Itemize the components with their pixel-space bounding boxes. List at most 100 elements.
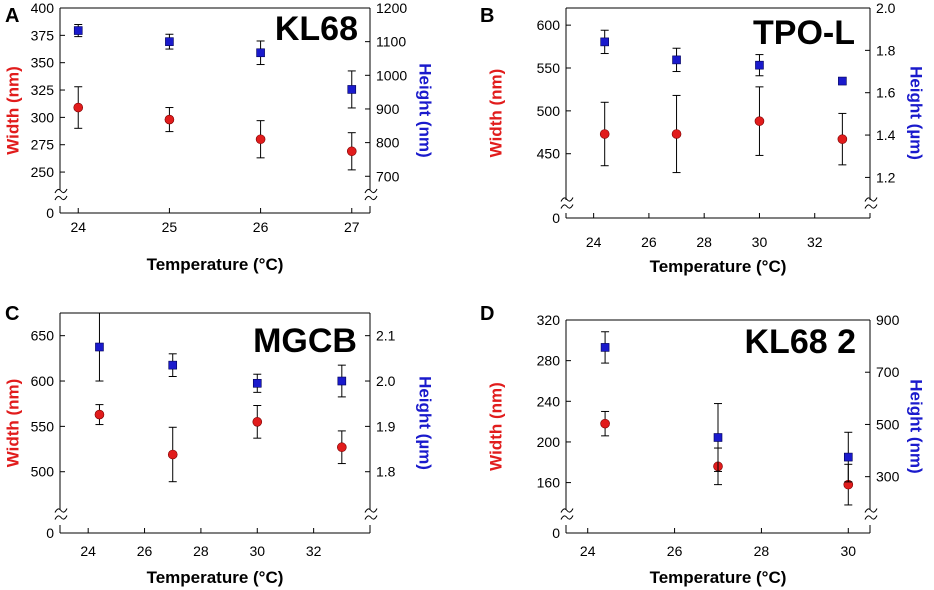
- x-tick-label: 26: [641, 234, 657, 250]
- y2-tick-label: 700: [876, 364, 900, 380]
- x-tick-label: 25: [162, 219, 178, 235]
- height-point: [165, 37, 174, 46]
- y-tick-label: 400: [31, 0, 55, 16]
- panel-c: 500 550 600 650 0 1.8 1.9 2.0 2.1 24 26 28 30 32 Tempe…: [3, 303, 434, 587]
- x-tick-label: 26: [137, 543, 153, 559]
- x-axis-label: Temperature (°C): [147, 568, 284, 587]
- height-point: [838, 76, 847, 86]
- left-axis-break: [560, 515, 574, 520]
- left-axis-break: [54, 188, 68, 194]
- x-tick-label: 30: [249, 543, 265, 559]
- width-point: [337, 442, 347, 453]
- y-tick-label: 350: [31, 55, 55, 71]
- right-axis-break: [364, 515, 378, 520]
- x-tick-label: 26: [253, 219, 269, 235]
- right-axis-break: [364, 188, 378, 194]
- width-point: [754, 116, 765, 126]
- height-point: [73, 26, 83, 35]
- panel-d: 160 200 240 280 320 0 300 500 700 900 24 26 28 30 Temp…: [480, 303, 926, 587]
- x-tick-label: 24: [580, 543, 596, 559]
- y-tick-label: 325: [31, 82, 55, 98]
- height-point: [600, 343, 610, 352]
- x-tick-label: 26: [667, 543, 683, 559]
- y-tick-label: 500: [537, 103, 561, 119]
- y2-tick-label: 500: [876, 416, 900, 432]
- y-tick-label: 300: [31, 109, 55, 125]
- y-tick-label-zero: 0: [552, 210, 560, 226]
- y-tick-label: 320: [537, 312, 561, 328]
- width-point: [599, 129, 610, 139]
- x-tick-label: 28: [193, 543, 209, 559]
- left-axis-break: [54, 515, 68, 520]
- y-tick-label: 600: [537, 17, 561, 33]
- y2-tick-label: 1200: [376, 0, 407, 16]
- y-tick-label: 500: [31, 464, 55, 480]
- y-tick-label-zero: 0: [46, 205, 54, 221]
- panel-b: 450 500 550 600 0 1.2 1.4 1.6 1.8 2.0 24 26 28 30 32 Te…: [480, 0, 926, 276]
- width-point: [167, 449, 178, 460]
- right-axis-break: [864, 508, 878, 513]
- width-point: [837, 134, 848, 144]
- x-tick-label: 24: [70, 219, 86, 235]
- y2-tick-label: 1.6: [876, 85, 896, 101]
- y2-tick-label: 700: [376, 168, 400, 184]
- y-tick-label-zero: 0: [46, 525, 54, 541]
- y2-tick-label: 1000: [376, 67, 407, 83]
- height-point: [347, 85, 357, 94]
- width-point: [600, 418, 610, 429]
- y2-tick-label: 1100: [376, 34, 406, 50]
- x-tick-label: 30: [840, 543, 856, 559]
- left-axis-break: [560, 508, 574, 513]
- panel-title: MGCB: [253, 322, 357, 360]
- x-tick-label: 24: [80, 543, 96, 559]
- panel-title: KL68 2: [745, 323, 857, 361]
- panel-letter: B: [480, 5, 494, 27]
- height-point: [95, 342, 104, 352]
- left-axis-break: [560, 197, 574, 202]
- x-tick-label: 24: [586, 234, 602, 250]
- y2-tick-label: 2.0: [376, 373, 396, 389]
- right-axis-break: [864, 204, 878, 209]
- y2-axis-label: Height (nm): [907, 379, 926, 473]
- width-point: [73, 102, 84, 113]
- panel-title: TPO-L: [753, 14, 855, 52]
- left-axis-break: [560, 204, 574, 209]
- y-tick-label: 375: [31, 27, 55, 43]
- panel-letter: C: [5, 303, 19, 325]
- width-point: [252, 417, 263, 427]
- y-tick-label: 550: [537, 60, 561, 76]
- height-point: [600, 37, 609, 47]
- x-tick-label: 32: [807, 234, 823, 250]
- y2-tick-label: 900: [376, 101, 400, 117]
- width-point: [164, 114, 175, 125]
- y-tick-label: 600: [31, 373, 55, 389]
- y-axis-label: Width (nm): [486, 69, 505, 158]
- width-point: [255, 134, 266, 145]
- y2-axis-label: Height (nm): [416, 63, 435, 157]
- panel-letter: A: [5, 5, 19, 27]
- left-axis-break: [54, 195, 68, 201]
- right-axis-break: [864, 515, 878, 520]
- x-axis-label: Temperature (°C): [147, 255, 284, 274]
- x-tick-label: 28: [754, 543, 770, 559]
- height-point: [252, 378, 262, 388]
- y-tick-label: 550: [31, 418, 55, 434]
- width-point: [346, 146, 357, 157]
- right-axis-break: [364, 508, 378, 513]
- right-axis-break: [864, 197, 878, 202]
- y2-tick-label: 1.4: [876, 127, 896, 143]
- height-point: [843, 452, 853, 462]
- left-axis-break: [54, 508, 68, 513]
- panel-a: 250 275 300 325 350 375 400 0 700 800 900 1000 1100 1…: [3, 0, 434, 274]
- y-tick-label: 275: [31, 137, 55, 153]
- height-point: [337, 376, 347, 386]
- y2-tick-label: 300: [876, 469, 900, 485]
- width-point: [671, 129, 682, 139]
- y2-tick-label: 1.8: [376, 464, 396, 480]
- y2-axis-label: Height (µm): [416, 376, 435, 470]
- height-point: [256, 48, 265, 58]
- x-axis-label: Temperature (°C): [650, 257, 787, 276]
- height-point: [713, 433, 723, 442]
- y-axis-label: Width (nm): [3, 379, 22, 468]
